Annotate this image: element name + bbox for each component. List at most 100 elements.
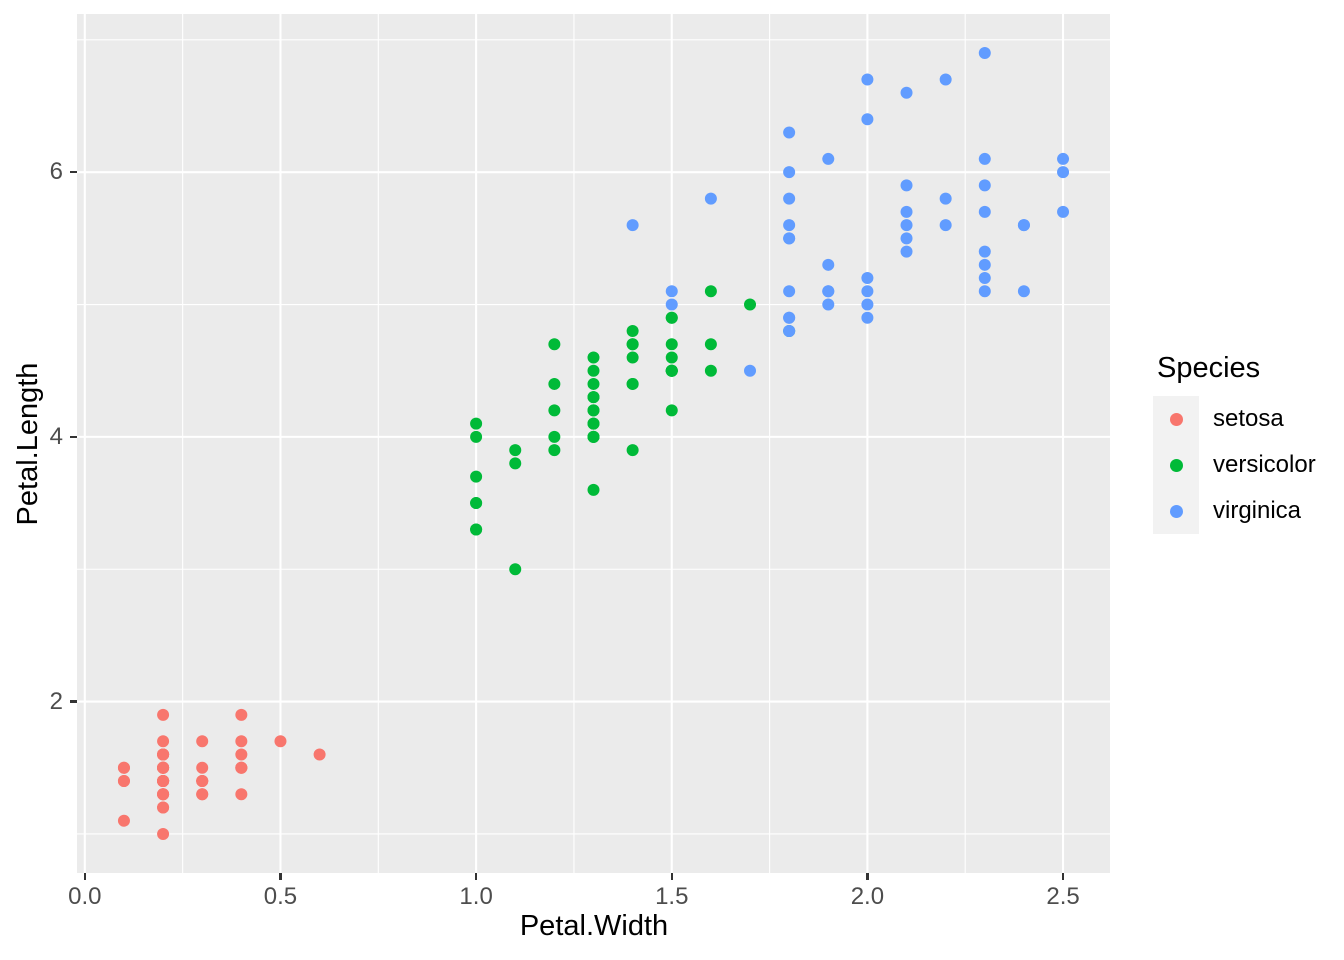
x-tick-label: 1.5 [655,883,689,910]
data-point-virginica [822,152,835,165]
data-point-versicolor [587,417,600,430]
versicolor-dot-icon [1169,458,1183,472]
legend-key-setosa [1153,396,1199,442]
data-point-setosa [196,775,209,788]
data-point-virginica [665,298,678,311]
data-point-setosa [196,761,209,774]
data-point-versicolor [587,377,600,390]
data-point-versicolor [665,338,678,351]
legend-label-virginica: virginica [1213,497,1302,524]
data-point-virginica [861,285,874,298]
legend-key-versicolor [1153,442,1199,488]
data-point-virginica [978,245,991,258]
data-point-virginica [1057,166,1070,179]
data-point-versicolor [548,338,561,351]
x-tick-label: 2.5 [1046,883,1080,910]
data-point-versicolor [665,351,678,364]
data-point-versicolor [587,391,600,404]
data-point-versicolor [470,497,483,510]
data-point-versicolor [587,430,600,443]
data-point-setosa [117,775,130,788]
data-point-virginica [900,245,913,258]
data-point-virginica [861,298,874,311]
data-point-versicolor [626,444,639,457]
data-point-virginica [861,113,874,126]
data-point-virginica [783,324,796,337]
data-point-versicolor [548,430,561,443]
data-point-setosa [157,761,170,774]
data-point-virginica [783,192,796,205]
data-point-versicolor [470,523,483,536]
data-point-virginica [822,285,835,298]
data-point-virginica [978,205,991,218]
data-point-virginica [978,179,991,192]
x-tick-label: 0.5 [263,883,298,910]
legend-entry-setosa: setosa [1153,396,1316,442]
y-tick-mark [70,700,77,703]
legend: Species setosa versicolor virginica [1153,350,1316,534]
data-point-setosa [235,708,248,721]
data-point-virginica [783,311,796,324]
data-point-virginica [939,73,952,86]
data-point-versicolor [587,351,600,364]
legend-entry-versicolor: versicolor [1153,442,1316,488]
data-point-virginica [783,285,796,298]
legend-label-versicolor: versicolor [1213,451,1316,478]
data-point-versicolor [470,417,483,430]
legend-entry-virginica: virginica [1153,488,1316,534]
data-point-virginica [665,285,678,298]
legend-title: Species [1157,352,1261,384]
data-point-setosa [117,761,130,774]
y-tick-mark [70,170,77,174]
data-point-virginica [978,47,991,60]
data-point-versicolor [744,298,757,311]
data-point-virginica [626,219,639,232]
x-tick-mark [670,873,673,880]
data-point-virginica [939,219,952,232]
data-point-versicolor [509,444,522,457]
y-tick-label: 2 [49,687,63,715]
data-point-setosa [157,827,170,840]
data-point-virginica [822,298,835,311]
x-tick-label: 2.0 [850,883,885,910]
data-point-versicolor [626,377,639,390]
data-point-versicolor [626,324,639,337]
data-point-versicolor [587,483,600,496]
data-point-versicolor [509,457,522,470]
setosa-dot-icon [1169,412,1183,426]
data-point-setosa [157,801,170,814]
data-point-virginica [744,364,757,377]
data-point-setosa [117,814,130,827]
data-point-virginica [783,126,796,139]
data-point-virginica [861,272,874,285]
x-tick-mark [474,873,478,880]
data-point-versicolor [548,377,561,390]
x-tick-mark [866,873,869,880]
data-point-virginica [704,192,717,205]
data-point-setosa [196,788,209,801]
data-point-versicolor [548,444,561,457]
data-point-virginica [861,73,874,86]
data-point-virginica [900,86,913,99]
data-point-setosa [235,761,248,774]
data-point-versicolor [665,364,678,377]
data-point-setosa [157,788,170,801]
y-tick-label: 6 [49,158,63,186]
data-point-virginica [900,219,913,232]
plot-canvas [77,14,1110,873]
plot-panel [77,14,1110,873]
data-point-setosa [157,775,170,788]
data-point-virginica [1057,205,1070,218]
data-point-versicolor [704,338,717,351]
x-tick-label: 1.0 [459,883,493,910]
data-point-versicolor [587,364,600,377]
data-point-virginica [900,232,913,245]
y-tick-label: 4 [49,422,63,450]
data-point-setosa [313,748,326,761]
data-point-versicolor [470,430,483,443]
x-tick-mark [83,873,87,880]
data-point-setosa [235,788,248,801]
data-point-versicolor [509,563,522,576]
data-point-setosa [157,735,170,748]
